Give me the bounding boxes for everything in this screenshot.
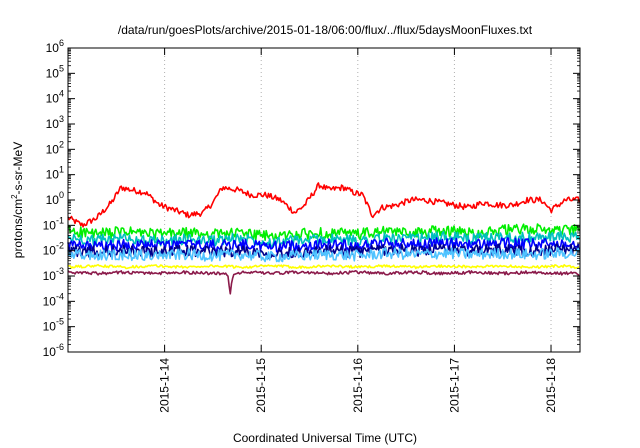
x-tick-label-2: 2015-1-16 xyxy=(351,358,365,413)
y-tick-label-11: 105 xyxy=(46,63,64,80)
y-tick-label-10: 104 xyxy=(46,89,64,106)
series-layer xyxy=(67,182,580,295)
x-axis-ticks: 2015-1-14 2015-1-15 2015-1-16 2015-1-17 2015… xyxy=(158,48,558,413)
y-tick-label-4: 10-2 xyxy=(43,241,64,258)
y-tick-label-5: 10-1 xyxy=(43,215,64,232)
series-line-0 xyxy=(67,182,580,228)
series-line-3 xyxy=(67,237,580,253)
x-tick-label-3: 2015-1-17 xyxy=(447,358,461,413)
y-tick-label-9: 103 xyxy=(46,114,64,131)
y-axis-label: protons/cm2-s-sr-MeV xyxy=(10,142,25,258)
y-axis-label-rest: -s-sr-MeV xyxy=(11,142,25,195)
y-tick-label-3: 10-3 xyxy=(43,266,64,283)
y-tick-label-7: 101 xyxy=(46,165,64,182)
chart-title: /data/run/goesPlots/archive/2015-01-18/0… xyxy=(118,23,533,37)
y-axis-label-base: protons/cm xyxy=(11,199,25,258)
x-tick-label-0: 2015-1-14 xyxy=(158,358,172,413)
y-tick-label-8: 102 xyxy=(46,139,64,156)
x-tick-label-1: 2015-1-15 xyxy=(254,358,268,413)
y-tick-label-6: 100 xyxy=(46,190,64,207)
series-line-7 xyxy=(67,269,580,295)
y-tick-label-12: 106 xyxy=(46,38,64,55)
y-tick-label-0: 10-6 xyxy=(43,342,64,359)
y-tick-label-1: 10-5 xyxy=(43,317,64,334)
series-line-5 xyxy=(67,247,580,263)
x-axis-label: Coordinated Universal Time (UTC) xyxy=(233,431,417,445)
plot-frame xyxy=(67,47,581,353)
y-axis-ticks: 10-6 10-5 10-4 10-3 10-2 10-1 100 101 102 103 104 1… xyxy=(43,38,580,359)
x-tick-label-4: 2015-1-18 xyxy=(544,358,558,413)
y-tick-label-2: 10-4 xyxy=(43,291,64,308)
y-axis-label-superscript: 2 xyxy=(10,194,19,199)
grid-lines xyxy=(164,48,552,352)
series-line-6 xyxy=(67,263,580,270)
